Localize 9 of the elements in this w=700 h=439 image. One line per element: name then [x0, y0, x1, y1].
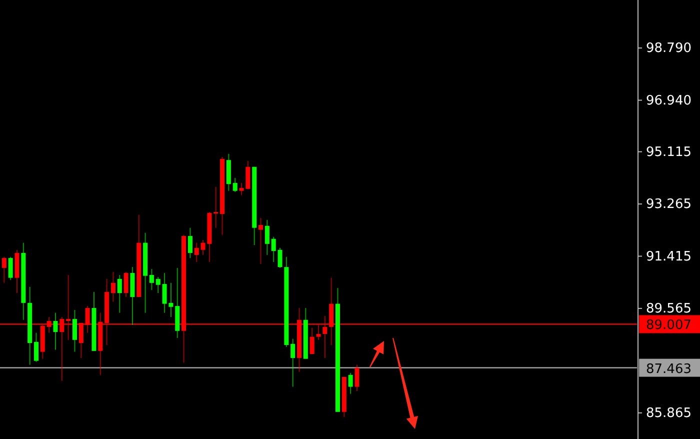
y-tick-label: 93.265 — [646, 197, 692, 212]
ref-line-label: 87.463 — [646, 362, 692, 377]
ref-line-label: 89.007 — [646, 318, 692, 334]
y-tick-label: 98.790 — [646, 41, 692, 56]
y-tick-label: 91.415 — [646, 249, 692, 264]
y-tick-label: 95.115 — [646, 144, 692, 160]
y-tick-label: 89.565 — [646, 302, 692, 317]
y-tick-label: 96.940 — [646, 93, 692, 108]
y-tick-label: 85.865 — [646, 406, 692, 422]
